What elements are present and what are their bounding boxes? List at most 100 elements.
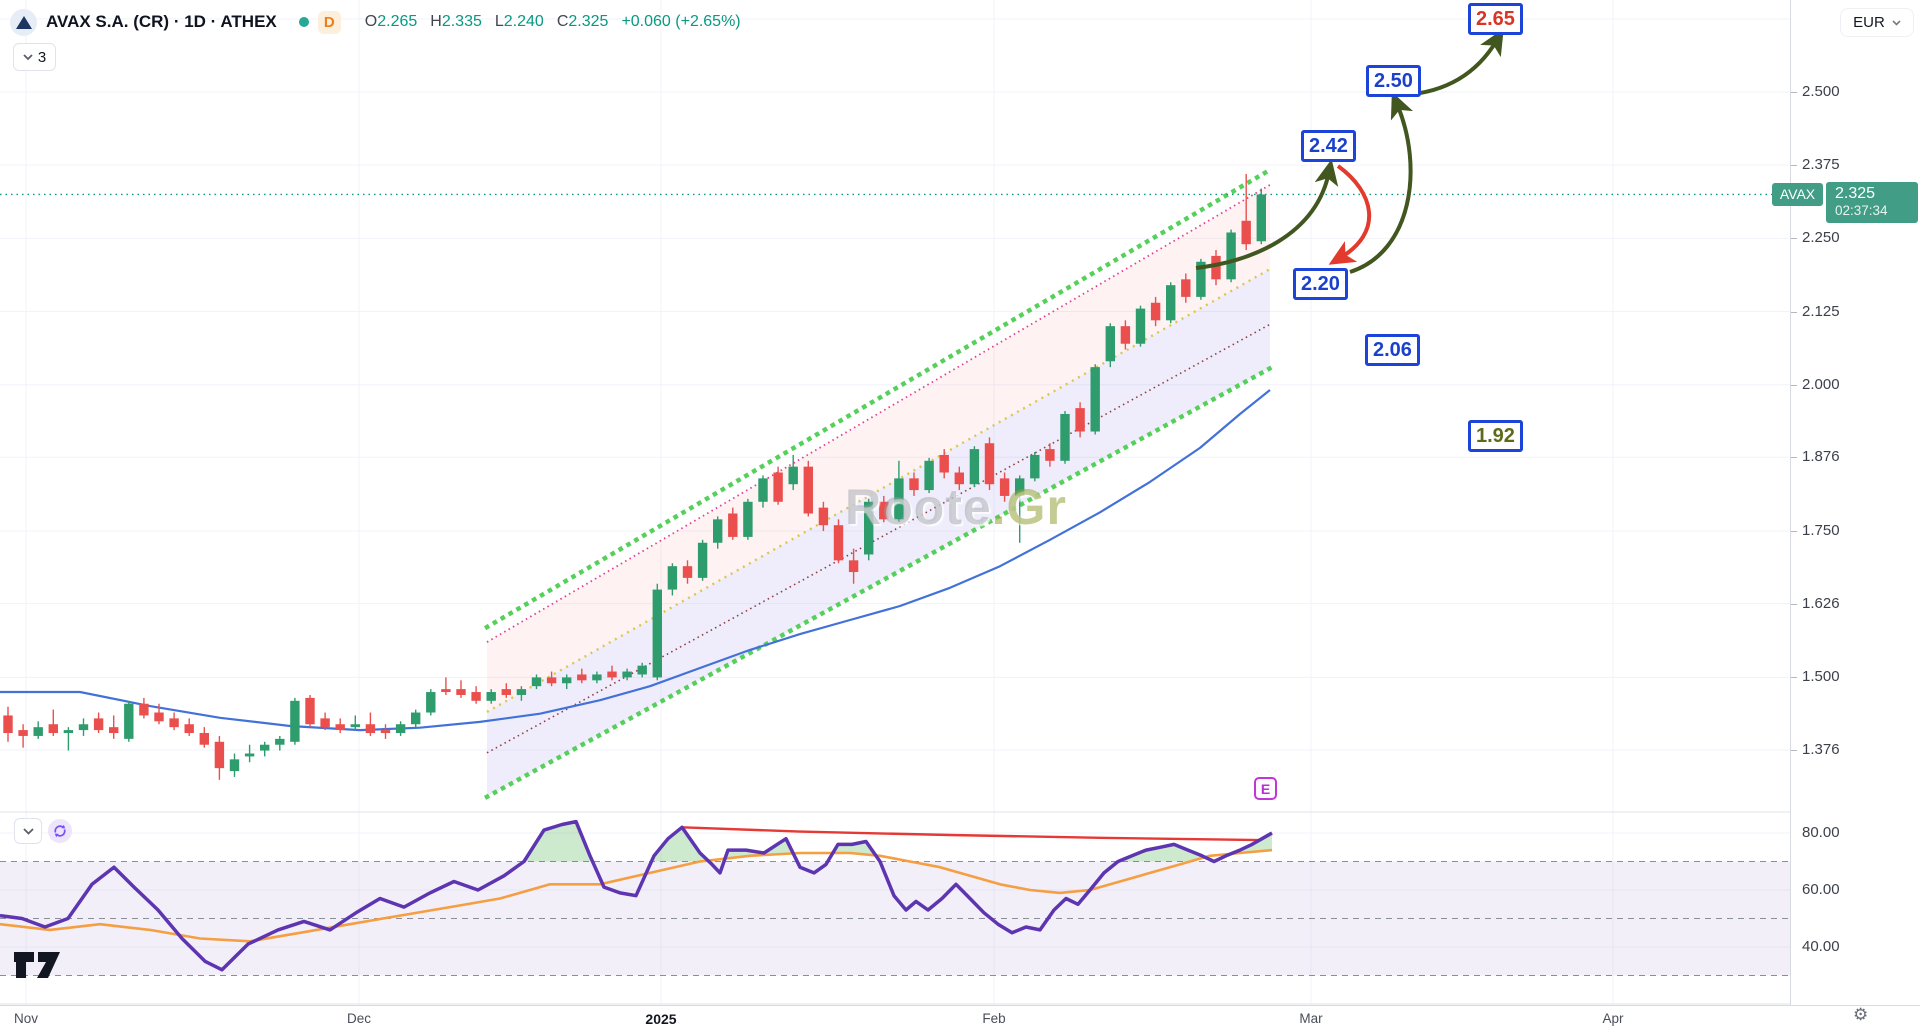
bar-countdown: 02:37:34 (1835, 203, 1888, 218)
time-axis-label: 2025 (645, 1011, 677, 1027)
projection-arrow (1195, 159, 1339, 270)
candle (788, 466, 798, 485)
symbol-logo[interactable] (10, 8, 37, 36)
price-target-label[interactable]: 2.50 (1366, 65, 1421, 97)
ohlc-readout: O2.265 H2.335 L2.240 C2.325 +0.060 (+2.6… (365, 13, 741, 31)
candle (939, 454, 949, 473)
price-axis-tick (1791, 750, 1797, 751)
price-axis-tick (1791, 604, 1797, 605)
expand-bars-button[interactable]: 3 (13, 43, 56, 71)
price-tag-symbol: AVAX (1772, 183, 1823, 206)
candle (1135, 308, 1146, 344)
indicator-collapse-button[interactable] (14, 818, 42, 844)
candle (305, 697, 315, 725)
price-axis-label: 2.250 (1802, 229, 1840, 246)
earnings-marker[interactable]: E (1254, 777, 1277, 800)
candle (350, 724, 360, 728)
candle (637, 665, 647, 675)
candle (909, 478, 919, 491)
candle (652, 589, 662, 678)
rsi-axis-label: 60.00 (1802, 881, 1840, 898)
price-target-label[interactable]: 2.06 (1365, 334, 1420, 366)
high-value: 2.335 (441, 13, 482, 30)
price-target-label[interactable]: 2.20 (1293, 268, 1348, 300)
time-axis-label: Mar (1299, 1011, 1323, 1026)
tradingview-logo[interactable] (14, 950, 62, 985)
candle (48, 724, 58, 734)
candle (894, 478, 904, 520)
expand-bars-count: 3 (37, 48, 47, 66)
price-target-label[interactable]: 2.65 (1468, 3, 1523, 35)
candle (984, 443, 995, 485)
rsi-axis-label: 40.00 (1802, 938, 1840, 955)
candle (803, 466, 813, 514)
price-target-label[interactable]: 2.42 (1301, 130, 1356, 162)
candle (441, 689, 451, 693)
open-value: 2.265 (377, 13, 418, 30)
low-value: 2.240 (503, 13, 544, 30)
rsi-line (0, 819, 1273, 972)
candle (743, 501, 753, 537)
candle (667, 566, 678, 590)
price-axis-label: 1.750 (1802, 522, 1840, 539)
price-axis-tick (1791, 92, 1797, 93)
price-axis[interactable]: 2.500 2.375 2.250 2.125 2.000 1.876 1.750 1.626… (1790, 0, 1920, 1005)
candle (229, 759, 240, 772)
symbol-title[interactable]: AVAX S.A. (CR) · 1D · ATHEX (46, 12, 277, 31)
candle (1211, 255, 1221, 280)
candle (1105, 326, 1115, 362)
indicator-refresh-button[interactable] (48, 819, 72, 843)
candle (320, 718, 330, 728)
gear-icon[interactable]: ⚙ (1853, 1005, 1869, 1024)
time-axis[interactable]: Nov Dec 2025 Feb Mar Apr (0, 1005, 1920, 1030)
price-axis-tick (1791, 385, 1797, 386)
market-status-dot-icon (298, 17, 309, 27)
price-axis-tick (1791, 238, 1797, 239)
candlesticks (3, 173, 1266, 780)
rsi-trendline (681, 826, 1261, 842)
candle (592, 674, 602, 681)
candle (199, 733, 209, 745)
candle (864, 501, 874, 555)
triangle-up-icon (15, 16, 32, 29)
time-axis-label: Dec (346, 1011, 372, 1026)
candle (773, 472, 783, 502)
candle (1090, 367, 1100, 432)
candle (214, 741, 225, 769)
close-label: C (556, 13, 569, 30)
ma-line (0, 389, 1271, 732)
rsi-pane (0, 819, 1790, 976)
tradingview-logo-icon (14, 952, 60, 978)
candle (622, 671, 632, 678)
candle (395, 724, 406, 734)
candle (154, 712, 164, 722)
candle (577, 674, 587, 681)
candle (1030, 454, 1040, 479)
candle (924, 460, 934, 491)
candle (169, 718, 179, 728)
candle (728, 513, 738, 537)
candle (1060, 413, 1070, 461)
candle (999, 478, 1010, 496)
candle (954, 472, 964, 485)
candle (139, 703, 149, 716)
interval-badge[interactable]: D (317, 10, 341, 34)
candle (275, 738, 285, 745)
candle (1256, 194, 1266, 242)
candle (33, 727, 43, 736)
low-label: L (494, 13, 504, 30)
currency-selector[interactable]: EUR (1840, 8, 1914, 37)
time-axis-label: Nov (13, 1011, 39, 1026)
candle (1241, 220, 1251, 245)
candle (607, 671, 617, 678)
open-label: O (364, 13, 378, 30)
price-axis-label: 2.000 (1802, 376, 1840, 393)
symbol-header: AVAX S.A. (CR) · 1D · ATHEX D O2.265 H2.… (10, 7, 741, 37)
price-target-label[interactable]: 1.92 (1468, 420, 1523, 452)
candle (969, 449, 980, 485)
price-axis-label: 1.500 (1802, 668, 1840, 685)
price-axis-label: 2.125 (1802, 303, 1840, 320)
time-axis-label: Feb (982, 1011, 1006, 1026)
price-axis-tick (1791, 457, 1797, 458)
